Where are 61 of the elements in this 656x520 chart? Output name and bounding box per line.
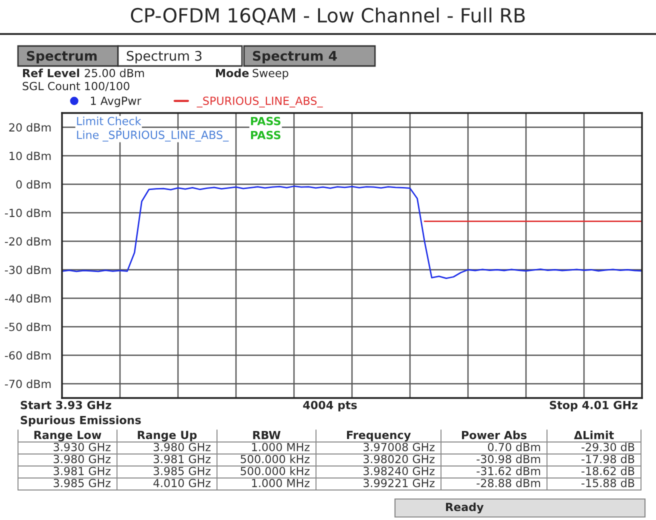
text: 4004 pts xyxy=(303,400,357,412)
text: 3.97008 GHz xyxy=(364,442,435,452)
y-tick-label: 20 dBm xyxy=(9,123,51,132)
text: Mode xyxy=(216,68,249,78)
y-tick-label: -30 dBm xyxy=(4,266,51,274)
text: -29.30 dB xyxy=(582,442,634,452)
legend-label: _SPURIOUS_LINE_ABS_ xyxy=(196,96,323,108)
text: -18.62 dB xyxy=(582,466,634,476)
y-tick-label: -40 dBm xyxy=(4,294,51,303)
text: 3.98240 GHz xyxy=(364,466,435,476)
text: ΔLimit xyxy=(574,430,614,440)
line-series xyxy=(62,186,642,279)
text: 4.010 GHz xyxy=(153,478,211,488)
text: 3.981 GHz xyxy=(54,466,111,476)
text: Range Low xyxy=(34,430,102,442)
text: Spurious Emissions xyxy=(20,416,141,426)
text: 25.00 dBm xyxy=(84,68,144,78)
annotation: PASS xyxy=(251,116,280,126)
text: Power Abs xyxy=(462,430,527,440)
chart-title: CP-OFDM 16QAM - Low Channel - Full RB xyxy=(130,8,525,25)
text: 3.98020 GHz xyxy=(364,454,435,464)
text: Stop 4.01 GHz xyxy=(550,400,638,412)
text: Frequency xyxy=(347,430,411,442)
text: RBW xyxy=(253,430,280,440)
text: Range Up xyxy=(138,430,197,442)
y-tick-label: 0 dBm xyxy=(16,180,51,189)
legend-label: 1 AvgPwr xyxy=(91,96,142,108)
text: Spectrum 3 xyxy=(126,50,202,64)
text: -15.88 dB xyxy=(582,478,634,488)
y-tick-label: -10 dBm xyxy=(4,208,51,218)
text: Ref Level xyxy=(23,68,80,78)
text: 3.930 GHz xyxy=(54,442,111,452)
text: -30.98 dBm xyxy=(476,454,540,464)
text: SGL Count 100/100 xyxy=(22,82,130,92)
text: 3.985 GHz xyxy=(154,466,211,476)
y-tick-label: -70 dBm xyxy=(4,380,51,388)
text: 3.980 GHz xyxy=(154,442,211,452)
text: Spectrum 4 xyxy=(252,50,337,64)
text: 3.985 GHz xyxy=(54,478,111,488)
text: 3.99221 GHz xyxy=(364,478,435,488)
text: -31.62 dBm xyxy=(476,466,540,476)
text: 3.981 GHz xyxy=(154,454,211,464)
text: 1.000 MHz xyxy=(252,442,310,452)
y-tick-label: -50 dBm xyxy=(4,322,51,332)
text: Start 3.93 GHz xyxy=(20,400,112,410)
annotation: Limit Check xyxy=(77,116,142,126)
text: -17.98 dB xyxy=(582,454,634,464)
text: 500.000 kHz xyxy=(240,454,310,464)
text: 0.70 dBm xyxy=(488,442,540,452)
text: Spectrum xyxy=(26,50,97,64)
text: Ready xyxy=(446,502,484,514)
text: 500.000 kHz xyxy=(240,466,310,476)
annotation: PASS xyxy=(251,130,280,140)
text: 3.980 GHz xyxy=(54,454,111,464)
y-tick-label: -60 dBm xyxy=(4,351,51,360)
text: -28.88 dBm xyxy=(476,478,540,488)
text: 1.000 MHz xyxy=(252,478,310,488)
text: Sweep xyxy=(252,68,288,80)
y-tick-label: 10 dBm xyxy=(10,152,51,160)
y-tick-label: -20 dBm xyxy=(4,237,51,246)
annotation: Line _SPURIOUS_LINE_ABS_ xyxy=(77,130,229,142)
